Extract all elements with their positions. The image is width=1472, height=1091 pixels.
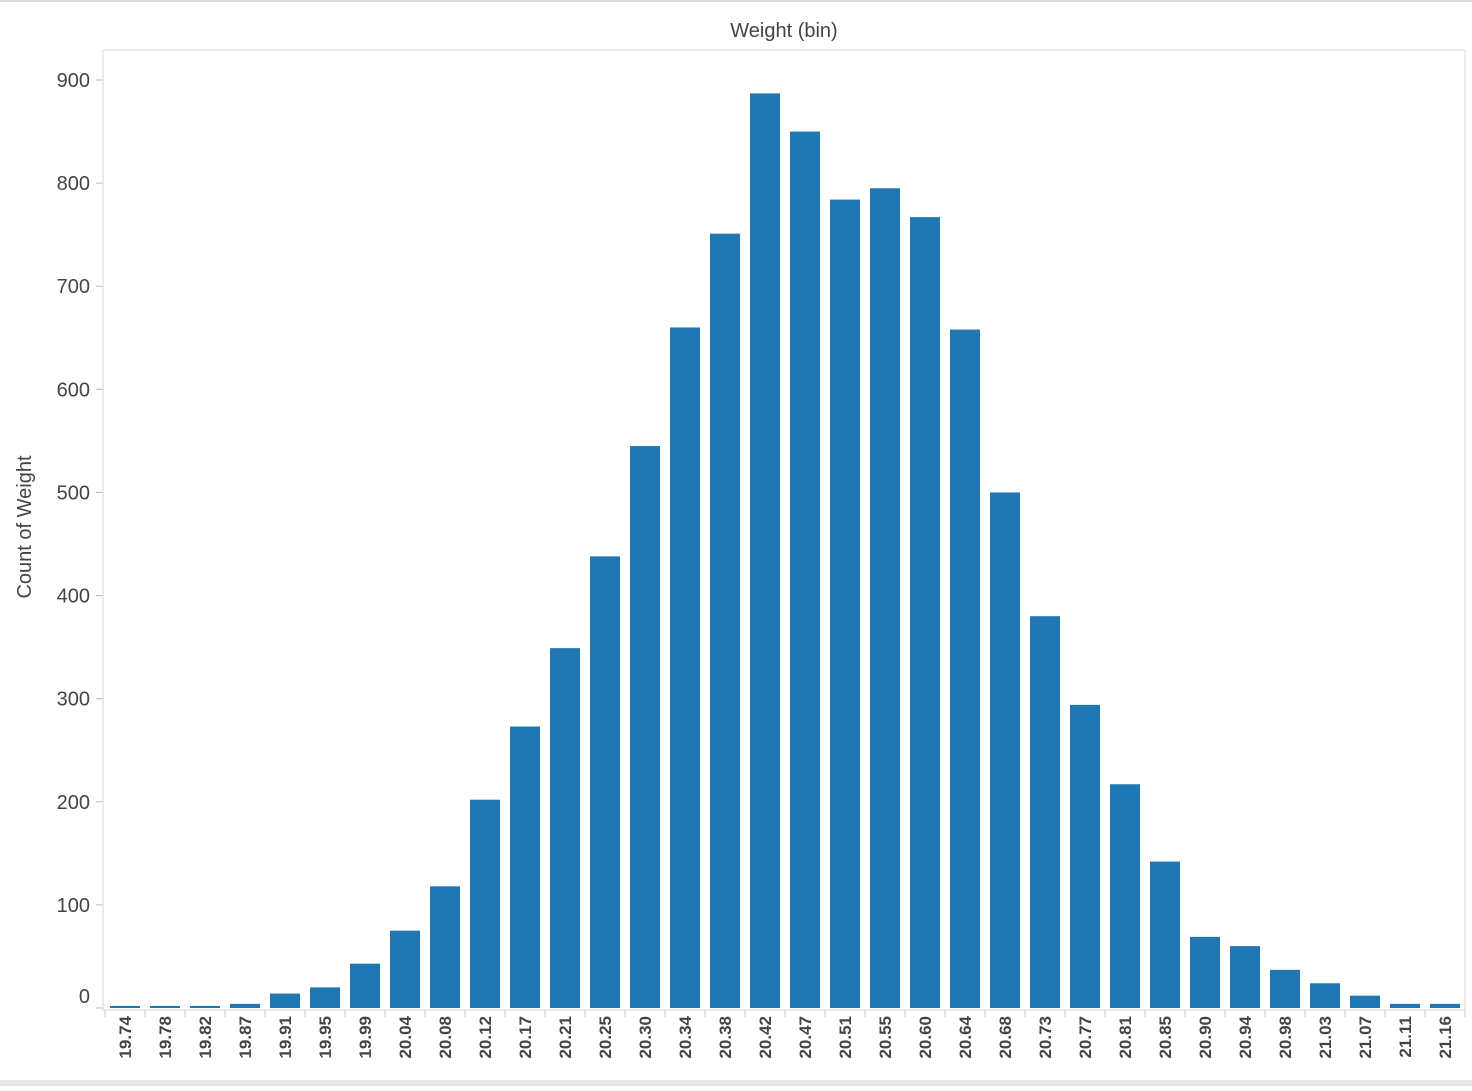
bar	[1390, 1003, 1420, 1008]
bar	[990, 492, 1020, 1008]
y-tick-label: 0	[79, 986, 90, 1008]
y-tick-label: 200	[57, 792, 90, 814]
bar	[910, 217, 940, 1009]
page-border-bottom	[0, 1080, 1472, 1086]
x-tick-label: 19.87	[236, 1016, 255, 1059]
bar	[510, 726, 540, 1008]
bar	[1150, 861, 1180, 1008]
bar	[950, 329, 980, 1008]
bar	[1070, 704, 1100, 1008]
x-tick-label: 20.64	[956, 1015, 975, 1058]
x-tick-label: 20.21	[556, 1016, 575, 1059]
bar	[310, 987, 340, 1008]
x-tick-label: 20.04	[396, 1015, 415, 1058]
x-tick-label: 19.78	[156, 1016, 175, 1059]
bar	[750, 93, 780, 1009]
x-tick-label: 20.42	[756, 1016, 775, 1059]
y-tick-label: 300	[57, 689, 90, 711]
x-tick-label: 20.94	[1236, 1015, 1255, 1058]
bar	[870, 188, 900, 1008]
x-tick-label: 20.12	[476, 1016, 495, 1059]
bar	[1110, 784, 1140, 1008]
x-tick-label: 20.30	[636, 1016, 655, 1059]
plot-frame	[102, 49, 1466, 1011]
bar	[790, 131, 820, 1009]
x-tick-label: 19.91	[276, 1016, 295, 1059]
bar	[270, 993, 300, 1008]
x-tick-label: 20.17	[516, 1016, 535, 1059]
bars	[110, 93, 1460, 1009]
x-tick-label: 20.85	[1156, 1016, 1175, 1059]
bar	[470, 799, 500, 1008]
bar	[1430, 1003, 1460, 1008]
x-tick-label: 19.74	[116, 1015, 135, 1058]
bar	[670, 327, 700, 1008]
x-tick-label: 20.51	[836, 1016, 855, 1059]
bar	[630, 446, 660, 1008]
bar	[190, 1005, 220, 1008]
x-tick-label: 21.16	[1436, 1016, 1455, 1059]
y-tick-label: 100	[57, 895, 90, 917]
x-tick-label: 20.25	[596, 1016, 615, 1059]
bar	[230, 1003, 260, 1008]
page-border-top	[0, 0, 1472, 2]
y-tick-label: 800	[57, 173, 90, 195]
x-tick-label: 20.55	[876, 1016, 895, 1059]
bar	[710, 233, 740, 1008]
bar	[390, 930, 420, 1008]
y-axis: 0 100 200 300 400 500 600 700 800 900	[57, 70, 103, 1009]
x-tick-label: 21.03	[1316, 1016, 1335, 1059]
x-tick-label: 20.60	[916, 1016, 935, 1059]
bar	[550, 648, 580, 1008]
x-tick-label: 20.73	[1036, 1016, 1055, 1059]
x-tick-label: 21.11	[1396, 1016, 1415, 1058]
x-tick-label: 20.90	[1196, 1016, 1215, 1059]
bar	[1030, 616, 1060, 1008]
chart-title: Weight (bin)	[730, 20, 837, 42]
y-tick-label: 400	[57, 586, 90, 608]
y-tick-label: 500	[57, 482, 90, 504]
x-tick-label: 20.08	[436, 1016, 455, 1059]
x-tick-label: 20.77	[1076, 1016, 1095, 1059]
bar	[1190, 936, 1220, 1008]
x-tick-label: 20.38	[716, 1016, 735, 1059]
bar	[150, 1005, 180, 1008]
x-tick-label: 21.07	[1356, 1016, 1375, 1059]
y-axis-title: Count of Weight	[14, 455, 36, 598]
x-tick-label: 20.81	[1116, 1016, 1135, 1059]
bar	[1230, 946, 1260, 1008]
bar	[590, 556, 620, 1008]
bar	[1350, 995, 1380, 1008]
x-tick-label: 20.47	[796, 1016, 815, 1059]
bar	[830, 199, 860, 1008]
x-tick-label: 19.99	[356, 1016, 375, 1059]
x-tick-label: 19.95	[316, 1016, 335, 1059]
x-tick-label: 20.98	[1276, 1016, 1295, 1059]
x-tick-label: 20.34	[676, 1015, 695, 1058]
x-tick-label: 19.82	[196, 1016, 215, 1059]
bar	[350, 963, 380, 1008]
y-tick-label: 700	[57, 276, 90, 298]
bar	[110, 1005, 140, 1008]
bar	[1270, 969, 1300, 1008]
bar	[430, 886, 460, 1008]
x-tick-label: 20.68	[996, 1016, 1015, 1059]
y-tick-label: 600	[57, 379, 90, 401]
bar	[1310, 983, 1340, 1008]
y-tick-label: 900	[57, 70, 90, 92]
x-axis: 19.74 19.78 19.82 19.87 19.91 19.95 19.99 20.04…	[103, 1009, 1466, 1059]
